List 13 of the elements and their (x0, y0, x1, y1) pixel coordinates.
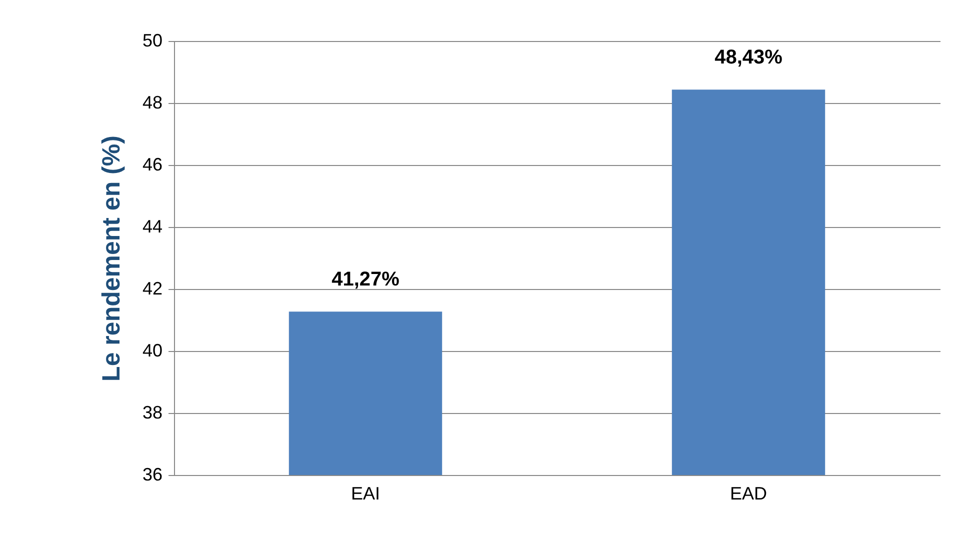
y-tick-label: 48 (142, 92, 162, 112)
data-label: 48,43% (714, 46, 783, 69)
x-tick-label: EAD (730, 484, 768, 504)
x-tick-label: EAI (350, 484, 380, 504)
y-tick-label: 44 (142, 216, 162, 236)
y-tick-label: 50 (142, 30, 162, 50)
y-axis-title: Le rendement en (%) (97, 136, 126, 382)
y-tick-label: 38 (142, 402, 162, 422)
y-tick-label: 46 (142, 154, 162, 174)
data-label: 41,27% (332, 268, 400, 291)
y-tick-label: 42 (142, 278, 162, 298)
y-tick-label: 36 (142, 464, 162, 484)
y-tick-label: 40 (142, 340, 162, 360)
